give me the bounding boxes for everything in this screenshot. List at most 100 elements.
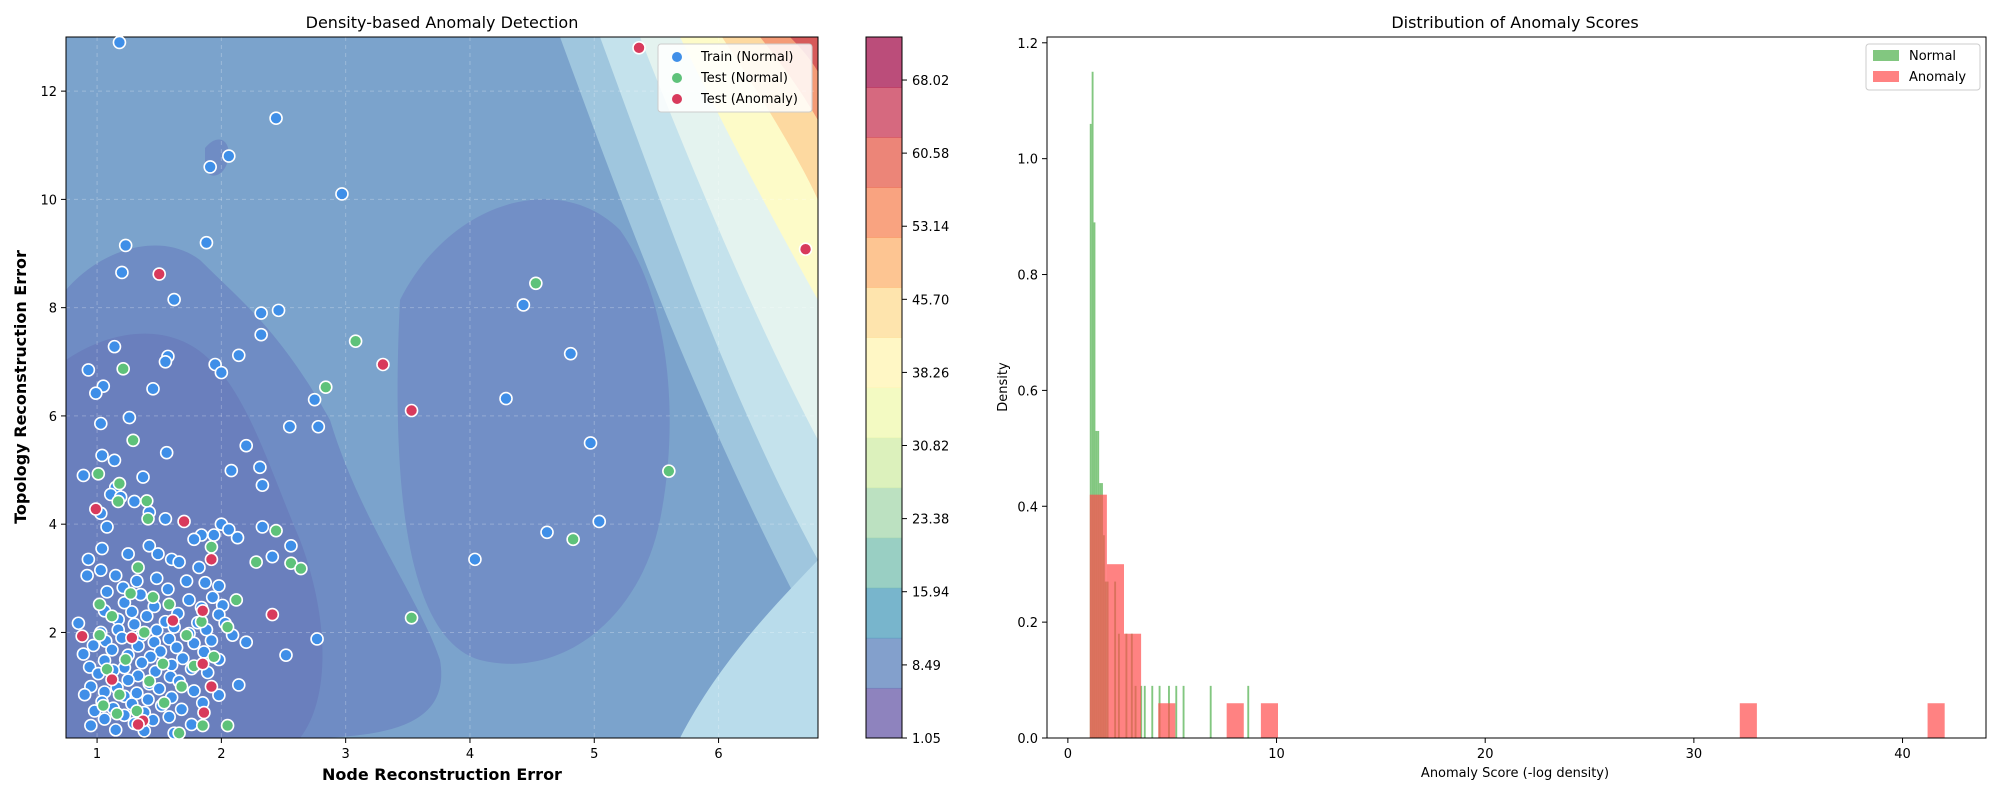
train-normal-point (76, 647, 91, 661)
test-normal-point (172, 726, 186, 740)
train-normal-point (86, 638, 101, 653)
histogram-y-tick-label: 0.6 (1017, 384, 1038, 399)
train-normal-point (198, 575, 213, 590)
test-anomaly-point (632, 41, 646, 55)
test-normal-point (220, 718, 235, 733)
test-anomaly-point (204, 679, 219, 694)
train-normal-point (127, 617, 142, 632)
train-normal-point (335, 187, 349, 201)
scatter-legend-box (657, 43, 813, 113)
train-normal-point (231, 348, 246, 363)
histogram-legend: Normal Anomaly (1865, 43, 1981, 91)
train-normal-point (94, 563, 108, 577)
train-normal-point (118, 238, 133, 253)
histogram-bar-normal (1151, 685, 1154, 738)
train-normal-point (89, 386, 103, 400)
colorbar-tick-label: 68.02 (912, 74, 949, 89)
train-normal-point (468, 552, 482, 567)
train-normal-point (499, 391, 513, 406)
train-normal-point (231, 678, 246, 692)
histogram-y-tick-label: 0.4 (1017, 500, 1038, 515)
train-normal-point (184, 717, 199, 732)
test-normal-point (156, 657, 170, 671)
train-normal-point (84, 718, 98, 733)
histogram-bar-normal (1209, 685, 1212, 738)
train-normal-point (121, 547, 135, 561)
train-normal-point (81, 363, 96, 377)
test-normal-point (249, 555, 263, 569)
train-normal-point (142, 539, 157, 553)
scatter-x-axis-label: Node Reconstruction Error (322, 765, 562, 784)
legend-swatch-normal (1873, 50, 1899, 61)
colorbar-band (866, 537, 902, 589)
train-normal-point (76, 468, 91, 483)
scatter-y-tick-label: 2 (49, 626, 57, 641)
histogram-bar-normal (1093, 222, 1096, 738)
histogram-bars (1089, 71, 1945, 739)
train-normal-point (282, 419, 297, 434)
histogram-y-tick-label: 1.2 (1017, 37, 1038, 52)
colorbar-tick-label: 30.82 (912, 440, 949, 455)
train-normal-point (230, 530, 245, 545)
colorbar-band (866, 287, 902, 338)
test-anomaly-point (152, 267, 167, 281)
test-normal-point (137, 625, 152, 640)
test-normal-point (207, 650, 221, 664)
histogram-bar-anomaly (1106, 564, 1124, 738)
histogram-y-tick-label: 0.2 (1017, 616, 1038, 631)
test-normal-point (404, 611, 419, 625)
train-normal-point (239, 438, 254, 453)
colorbar-band (866, 437, 902, 489)
colorbar-tick-label: 38.26 (912, 366, 949, 381)
train-normal-point (81, 552, 96, 567)
train-normal-point (207, 528, 221, 542)
colorbar-band (866, 637, 902, 689)
train-normal-point (95, 541, 109, 556)
histogram-y-tick-label: 0.8 (1017, 269, 1038, 284)
colorbar-band (866, 37, 902, 88)
contour-basin-right (397, 199, 670, 664)
train-normal-point (284, 539, 298, 553)
test-normal-point (126, 433, 140, 448)
train-normal-point (255, 520, 270, 534)
histogram-bar-normal (1247, 685, 1250, 738)
test-normal-point (157, 696, 171, 710)
histogram-panel: Distribution of Anomaly Scores 0 10 20 30 40… (996, 13, 1987, 781)
train-normal-point (161, 582, 175, 596)
test-normal-point (92, 628, 107, 642)
colorbar-tick-label: 60.58 (912, 147, 949, 162)
train-normal-point (172, 555, 186, 569)
train-normal-point (152, 681, 167, 696)
train-normal-point (214, 365, 229, 380)
colorbar-band (866, 187, 902, 238)
test-normal-point (91, 467, 106, 481)
test-normal-point (174, 679, 189, 694)
colorbar-frame (865, 36, 903, 739)
colorbar-band (866, 487, 902, 539)
train-normal-point (162, 632, 176, 646)
test-normal-point (162, 597, 176, 612)
test-normal-point (179, 628, 194, 642)
legend-label-normal: Normal (1909, 49, 1956, 64)
histogram-bar-anomaly (1226, 703, 1244, 738)
train-normal-point (212, 579, 226, 593)
scatter-y-tick-label: 12 (40, 85, 57, 100)
train-normal-point (167, 292, 181, 307)
train-normal-point (583, 436, 598, 450)
train-normal-point (97, 712, 112, 726)
colorbar-tick-label: 53.14 (912, 220, 949, 235)
train-normal-point (136, 470, 150, 484)
test-normal-point (131, 560, 145, 575)
histogram-bar-normal (1091, 71, 1094, 739)
histogram-bar-anomaly (1158, 703, 1176, 738)
train-normal-point (127, 494, 142, 509)
test-anomaly-point (131, 717, 145, 732)
histogram-bar-normal (1143, 685, 1146, 738)
train-normal-point (279, 648, 293, 662)
train-normal-point (169, 640, 184, 655)
test-normal-point (123, 586, 138, 601)
test-anomaly-point (105, 672, 119, 687)
histogram-bar-normal (1140, 685, 1143, 738)
